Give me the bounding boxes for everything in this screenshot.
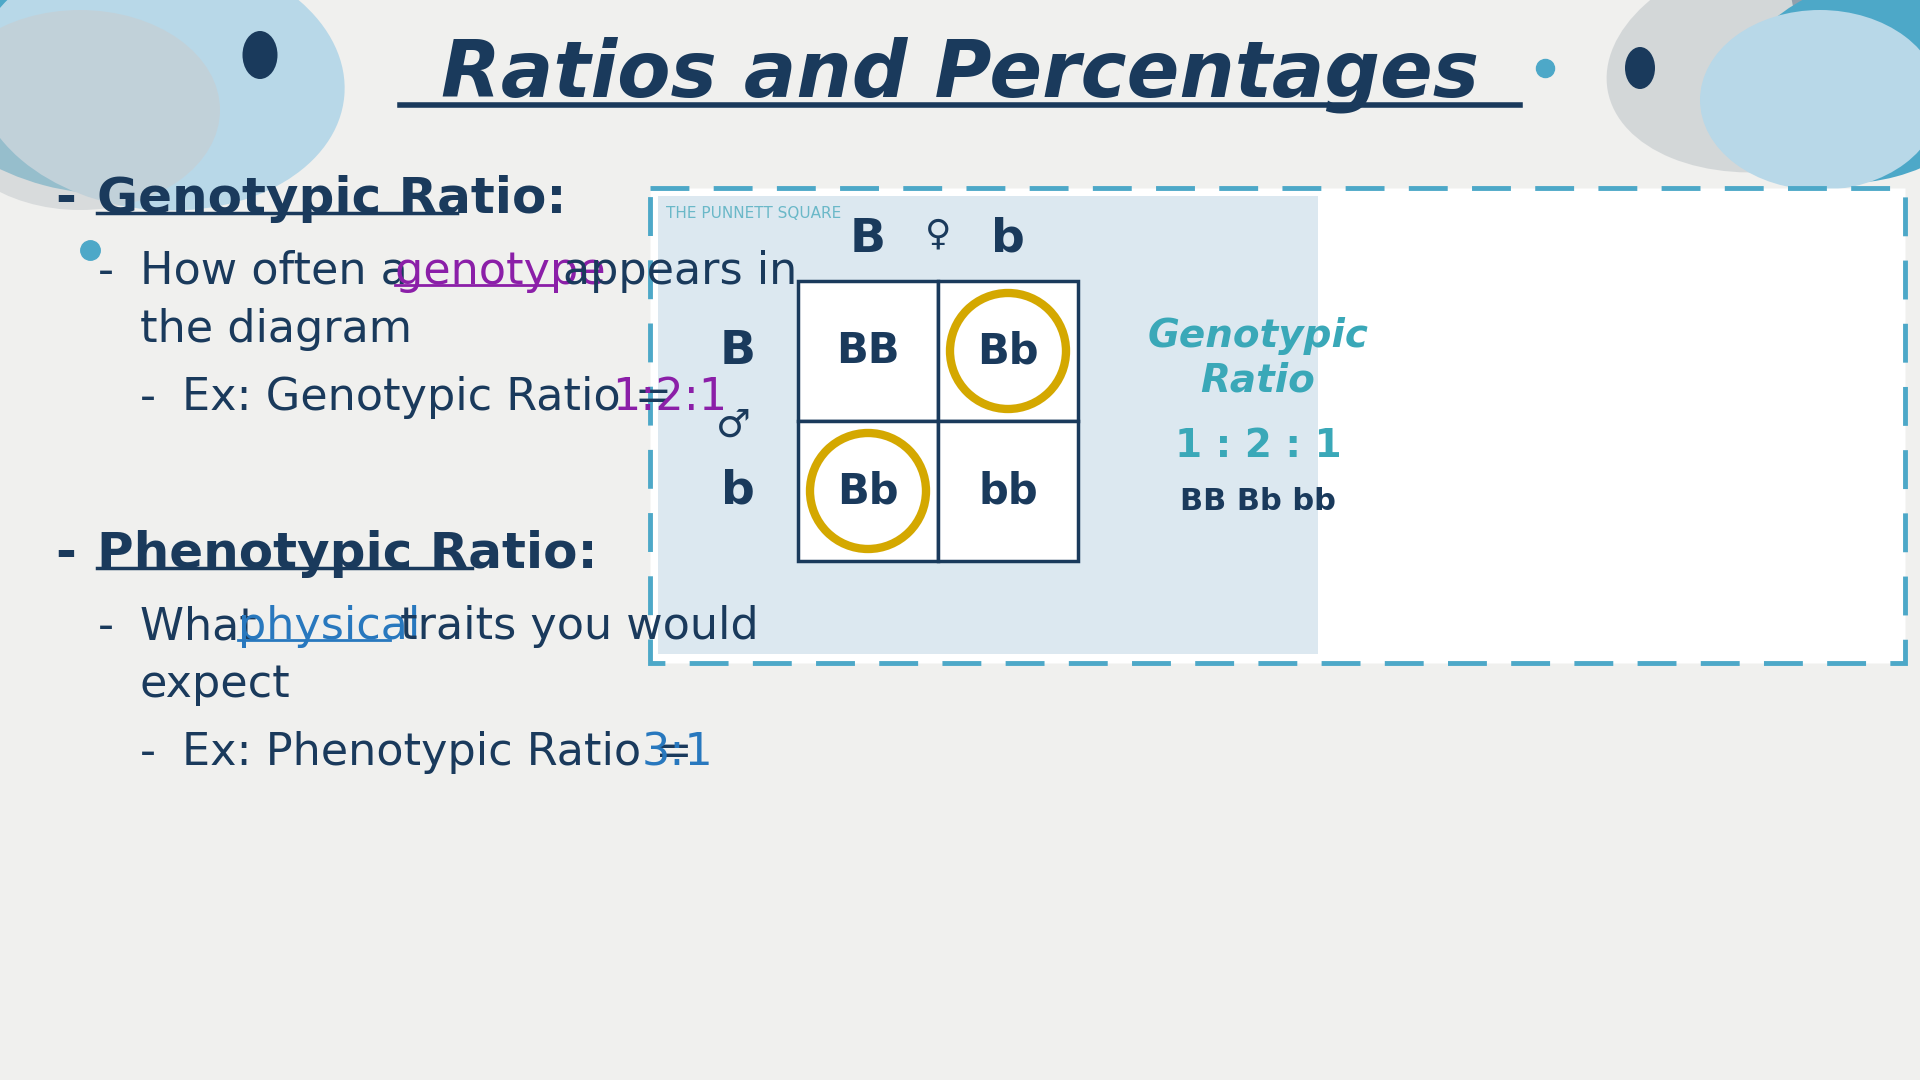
Text: -: - bbox=[56, 175, 77, 222]
Bar bbox=[939, 281, 1077, 421]
FancyBboxPatch shape bbox=[659, 195, 1317, 654]
Text: b: b bbox=[722, 469, 755, 513]
Ellipse shape bbox=[1699, 10, 1920, 190]
Text: the diagram: the diagram bbox=[140, 308, 413, 351]
Text: How often a: How often a bbox=[140, 249, 422, 293]
Text: ♀: ♀ bbox=[925, 217, 950, 251]
Text: appears in: appears in bbox=[563, 249, 797, 293]
Text: -: - bbox=[98, 249, 113, 293]
Ellipse shape bbox=[0, 0, 346, 211]
Ellipse shape bbox=[1624, 48, 1655, 89]
Ellipse shape bbox=[1607, 0, 1920, 173]
Text: ♂: ♂ bbox=[716, 407, 751, 445]
Text: Genotypic: Genotypic bbox=[1148, 318, 1369, 355]
Text: genotype: genotype bbox=[396, 249, 620, 293]
Text: Ex: Phenotypic Ratio =: Ex: Phenotypic Ratio = bbox=[182, 731, 707, 774]
Text: Ratios and Percentages: Ratios and Percentages bbox=[442, 37, 1478, 113]
Ellipse shape bbox=[1789, 0, 1920, 120]
Text: 1 : 2 : 1: 1 : 2 : 1 bbox=[1175, 427, 1342, 465]
Ellipse shape bbox=[0, 10, 221, 210]
Text: Ex: Genotypic Ratio =: Ex: Genotypic Ratio = bbox=[182, 376, 685, 419]
Text: Genotypic Ratio:: Genotypic Ratio: bbox=[98, 175, 566, 222]
Text: bb: bb bbox=[977, 470, 1039, 512]
Bar bbox=[799, 281, 939, 421]
Text: 1:2:1: 1:2:1 bbox=[612, 376, 728, 419]
Text: -: - bbox=[98, 605, 113, 648]
Text: -: - bbox=[56, 530, 77, 578]
FancyBboxPatch shape bbox=[651, 188, 1905, 663]
Bar bbox=[939, 421, 1077, 561]
Text: Bb: Bb bbox=[837, 470, 899, 512]
Ellipse shape bbox=[0, 0, 140, 120]
Text: expect: expect bbox=[140, 663, 290, 706]
Text: b: b bbox=[991, 216, 1025, 261]
Text: physical: physical bbox=[238, 605, 420, 648]
Bar bbox=[799, 421, 939, 561]
Text: 3:1: 3:1 bbox=[641, 731, 714, 774]
Text: traits you would: traits you would bbox=[399, 605, 758, 648]
Text: BB: BB bbox=[837, 330, 900, 372]
Text: Bb: Bb bbox=[977, 330, 1039, 372]
Text: BB Bb bb: BB Bb bb bbox=[1181, 486, 1336, 515]
Text: Phenotypic Ratio:: Phenotypic Ratio: bbox=[98, 530, 597, 578]
Ellipse shape bbox=[242, 31, 278, 79]
Text: B: B bbox=[720, 328, 756, 374]
Text: -: - bbox=[140, 731, 156, 774]
Ellipse shape bbox=[1732, 0, 1920, 184]
Text: Ratio: Ratio bbox=[1200, 362, 1315, 400]
Text: -: - bbox=[140, 376, 156, 419]
Ellipse shape bbox=[0, 0, 267, 194]
Text: THE PUNNETT SQUARE: THE PUNNETT SQUARE bbox=[666, 206, 841, 221]
Text: What: What bbox=[140, 605, 271, 648]
Text: B: B bbox=[851, 216, 885, 261]
